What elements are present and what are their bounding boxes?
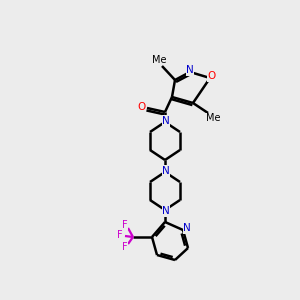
Text: F: F	[122, 242, 128, 252]
Text: N: N	[183, 223, 191, 233]
Text: F: F	[122, 220, 128, 230]
Text: O: O	[137, 102, 145, 112]
Text: N: N	[162, 116, 170, 126]
Text: Me: Me	[206, 113, 220, 123]
Text: N: N	[186, 65, 194, 75]
Text: N: N	[162, 206, 170, 216]
Text: Me: Me	[152, 55, 166, 65]
Text: O: O	[208, 71, 216, 81]
Text: N: N	[162, 166, 170, 176]
Text: F: F	[117, 230, 123, 240]
